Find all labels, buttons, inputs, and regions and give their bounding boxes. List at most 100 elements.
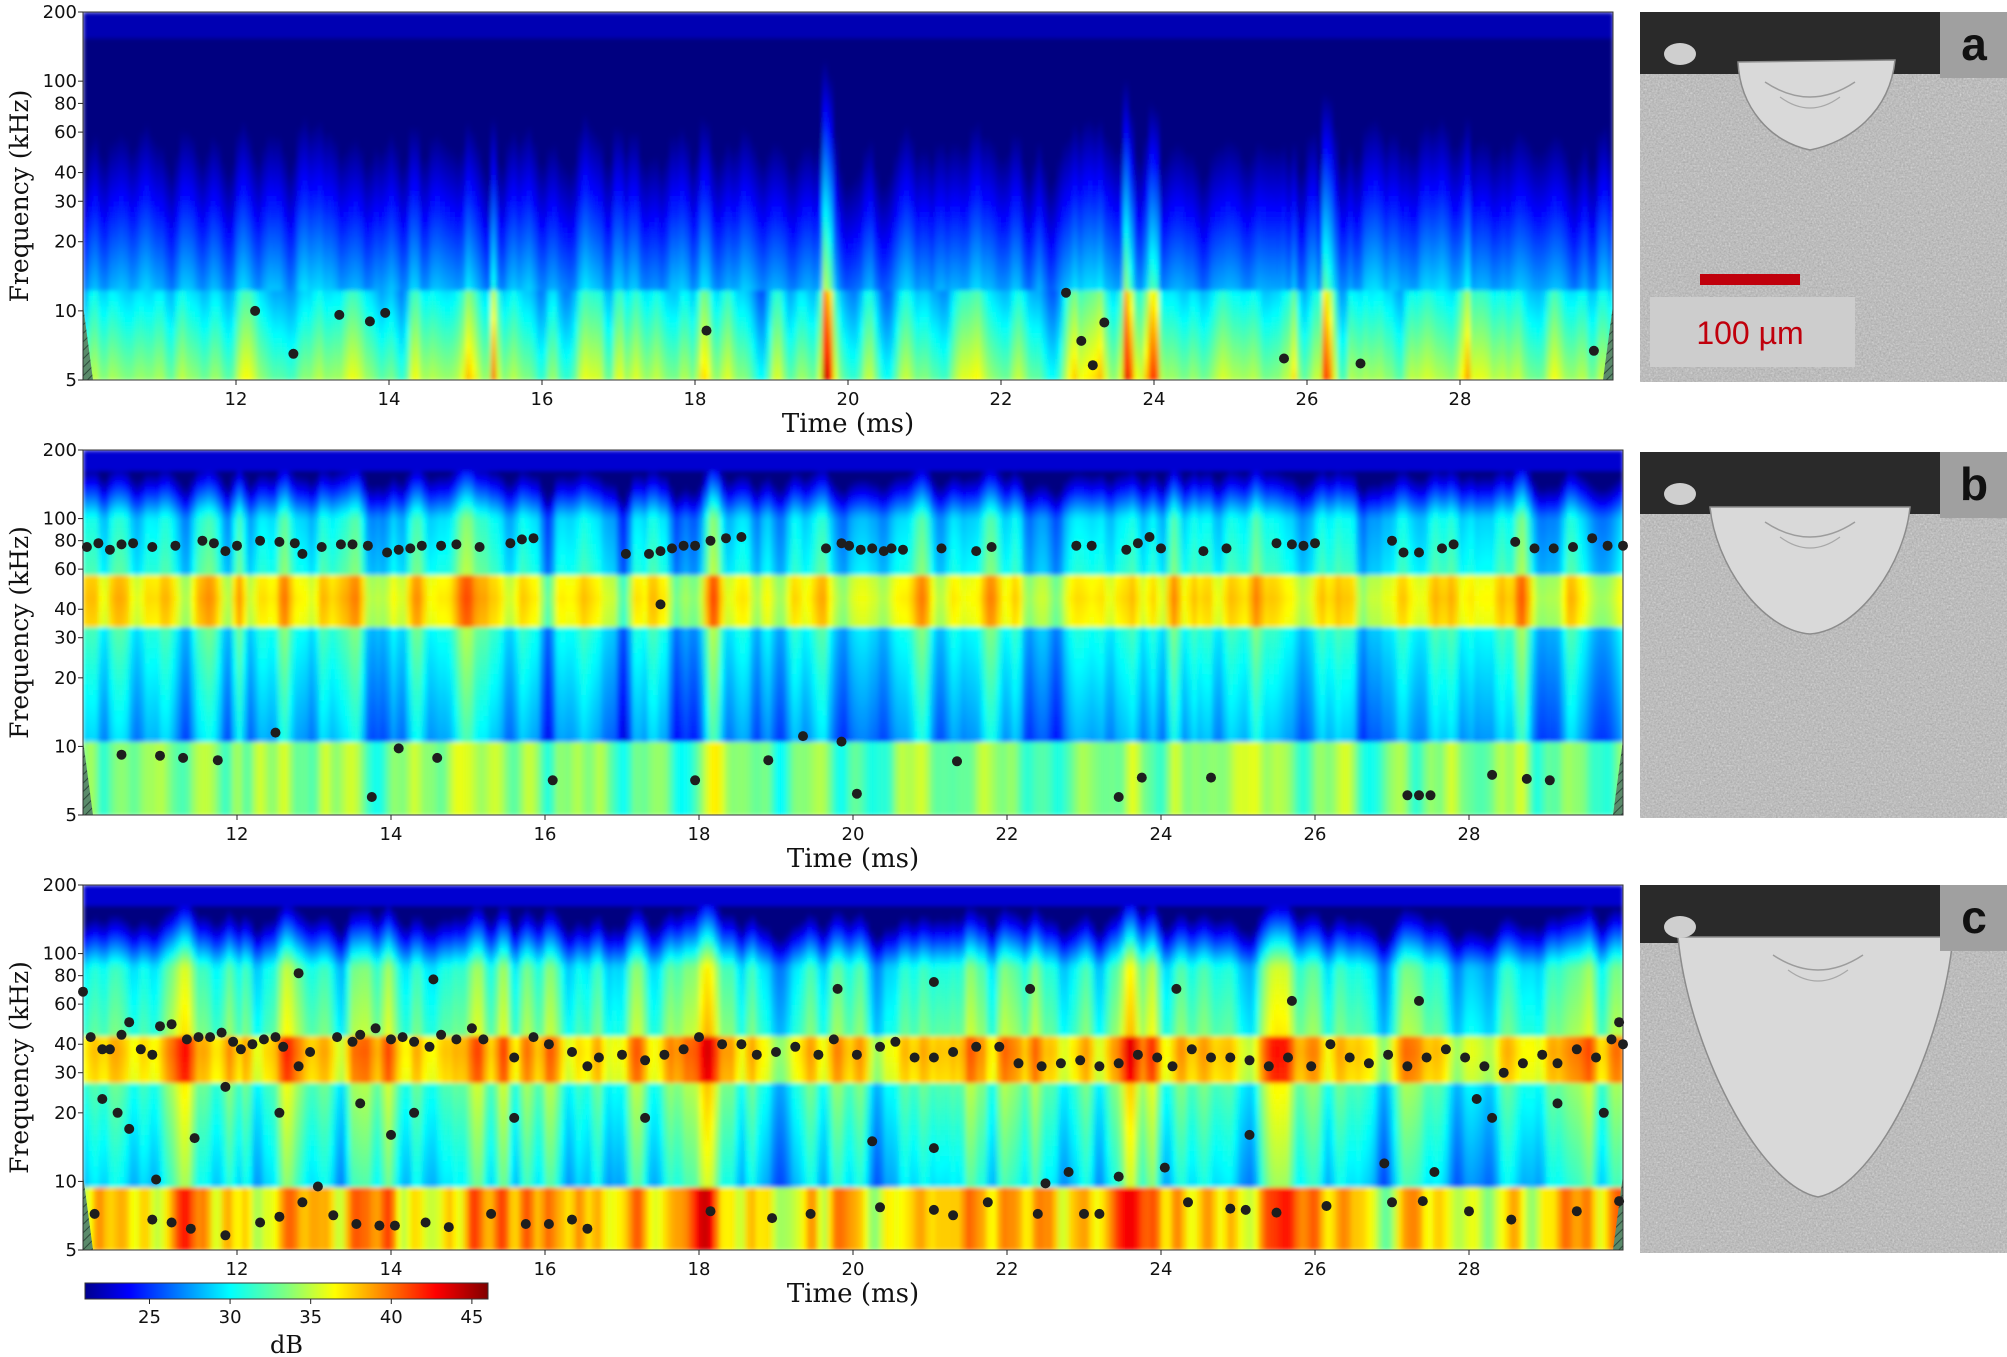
peak-marker xyxy=(694,1032,704,1042)
peak-marker xyxy=(1075,1055,1085,1065)
peak-marker xyxy=(271,1032,281,1042)
peak-marker xyxy=(220,1082,230,1092)
y-axis-label: Frequency (kHz) xyxy=(5,961,34,1174)
peak-marker xyxy=(271,728,281,738)
y-tick-label: 30 xyxy=(54,191,77,212)
peak-marker xyxy=(1537,1050,1547,1060)
peak-marker xyxy=(898,545,908,555)
peak-marker xyxy=(194,1032,204,1042)
peak-marker xyxy=(659,1050,669,1060)
peak-marker xyxy=(1522,774,1532,784)
peak-marker xyxy=(679,1044,689,1054)
peak-marker xyxy=(582,1061,592,1071)
x-tick-label: 28 xyxy=(1449,389,1472,410)
peak-marker xyxy=(371,1023,381,1033)
peak-marker xyxy=(752,1050,762,1060)
peak-marker xyxy=(529,1032,539,1042)
peak-marker xyxy=(529,533,539,543)
peak-marker xyxy=(255,536,265,546)
peak-marker xyxy=(113,1108,123,1118)
peak-marker xyxy=(1449,539,1459,549)
peak-marker xyxy=(1414,548,1424,558)
y-tick-label: 5 xyxy=(66,370,77,391)
peak-marker xyxy=(305,1047,315,1057)
peak-marker xyxy=(105,545,115,555)
y-tick-label: 20 xyxy=(54,1103,77,1124)
y-tick-label: 5 xyxy=(66,805,77,826)
peak-marker xyxy=(417,541,427,551)
peak-marker xyxy=(1206,1053,1216,1063)
colorbar-gradient xyxy=(85,1283,488,1299)
peak-marker xyxy=(852,1050,862,1060)
peak-marker xyxy=(929,1205,939,1215)
peak-marker xyxy=(567,1215,577,1225)
peak-marker xyxy=(1133,1050,1143,1060)
peak-marker xyxy=(1245,1130,1255,1140)
x-tick-label: 20 xyxy=(837,389,860,410)
peak-marker xyxy=(987,542,997,552)
peak-marker xyxy=(367,792,377,802)
peak-marker xyxy=(297,549,307,559)
peak-marker xyxy=(994,1042,1004,1052)
panel-tag: c xyxy=(1961,891,1987,943)
peak-marker xyxy=(1287,996,1297,1006)
peak-marker xyxy=(348,1037,358,1047)
peak-marker xyxy=(1076,336,1086,346)
x-tick-label: 12 xyxy=(226,1259,249,1280)
peak-marker xyxy=(1364,1058,1374,1068)
peak-marker xyxy=(97,1094,107,1104)
x-tick-label: 18 xyxy=(688,824,711,845)
peak-marker xyxy=(1033,1209,1043,1219)
peak-marker xyxy=(467,1023,477,1033)
peak-marker xyxy=(736,532,746,542)
peak-marker xyxy=(390,1221,400,1231)
peak-marker xyxy=(1510,537,1520,547)
peak-marker xyxy=(259,1034,269,1044)
y-tick-label: 60 xyxy=(54,994,77,1015)
peak-marker xyxy=(1325,1039,1335,1049)
colorbar-label: dB xyxy=(270,1331,303,1357)
y-tick-label: 40 xyxy=(54,163,77,184)
peak-marker xyxy=(355,1030,365,1040)
x-tick-label: 28 xyxy=(1458,824,1481,845)
peak-marker xyxy=(409,1108,419,1118)
peak-marker xyxy=(548,775,558,785)
peak-marker xyxy=(1587,533,1597,543)
x-tick-label: 22 xyxy=(996,824,1019,845)
peak-marker xyxy=(1530,543,1540,553)
peak-marker xyxy=(394,545,404,555)
heatmap-raster xyxy=(83,12,1614,381)
peak-marker xyxy=(220,546,230,556)
x-tick-label: 28 xyxy=(1458,1259,1481,1280)
x-tick-label: 12 xyxy=(225,389,248,410)
peak-marker xyxy=(155,751,165,761)
peak-marker xyxy=(1618,1039,1628,1049)
spatter-particle xyxy=(1664,916,1696,938)
peak-marker xyxy=(432,753,442,763)
x-axis-label: Time (ms) xyxy=(782,409,914,439)
peak-marker xyxy=(1014,1058,1024,1068)
peak-marker xyxy=(509,1053,519,1063)
peak-marker xyxy=(1572,1044,1582,1054)
x-tick-label: 24 xyxy=(1150,824,1173,845)
y-tick-label: 40 xyxy=(54,599,77,620)
y-tick-label: 10 xyxy=(54,301,77,322)
peak-marker xyxy=(1572,1206,1582,1216)
x-tick-label: 16 xyxy=(534,824,557,845)
peak-marker xyxy=(971,546,981,556)
y-tick-label: 100 xyxy=(43,509,77,530)
peak-marker xyxy=(274,1212,284,1222)
x-tick-label: 22 xyxy=(990,389,1013,410)
micrograph-b: b xyxy=(1640,452,2007,818)
peak-marker xyxy=(1487,1113,1497,1123)
peak-marker xyxy=(1589,346,1599,356)
y-tick-label: 10 xyxy=(54,1171,77,1192)
peak-marker xyxy=(1591,1053,1601,1063)
peak-marker xyxy=(717,1039,727,1049)
x-tick-label: 24 xyxy=(1143,389,1166,410)
peak-marker xyxy=(517,534,527,544)
peak-marker xyxy=(929,1053,939,1063)
